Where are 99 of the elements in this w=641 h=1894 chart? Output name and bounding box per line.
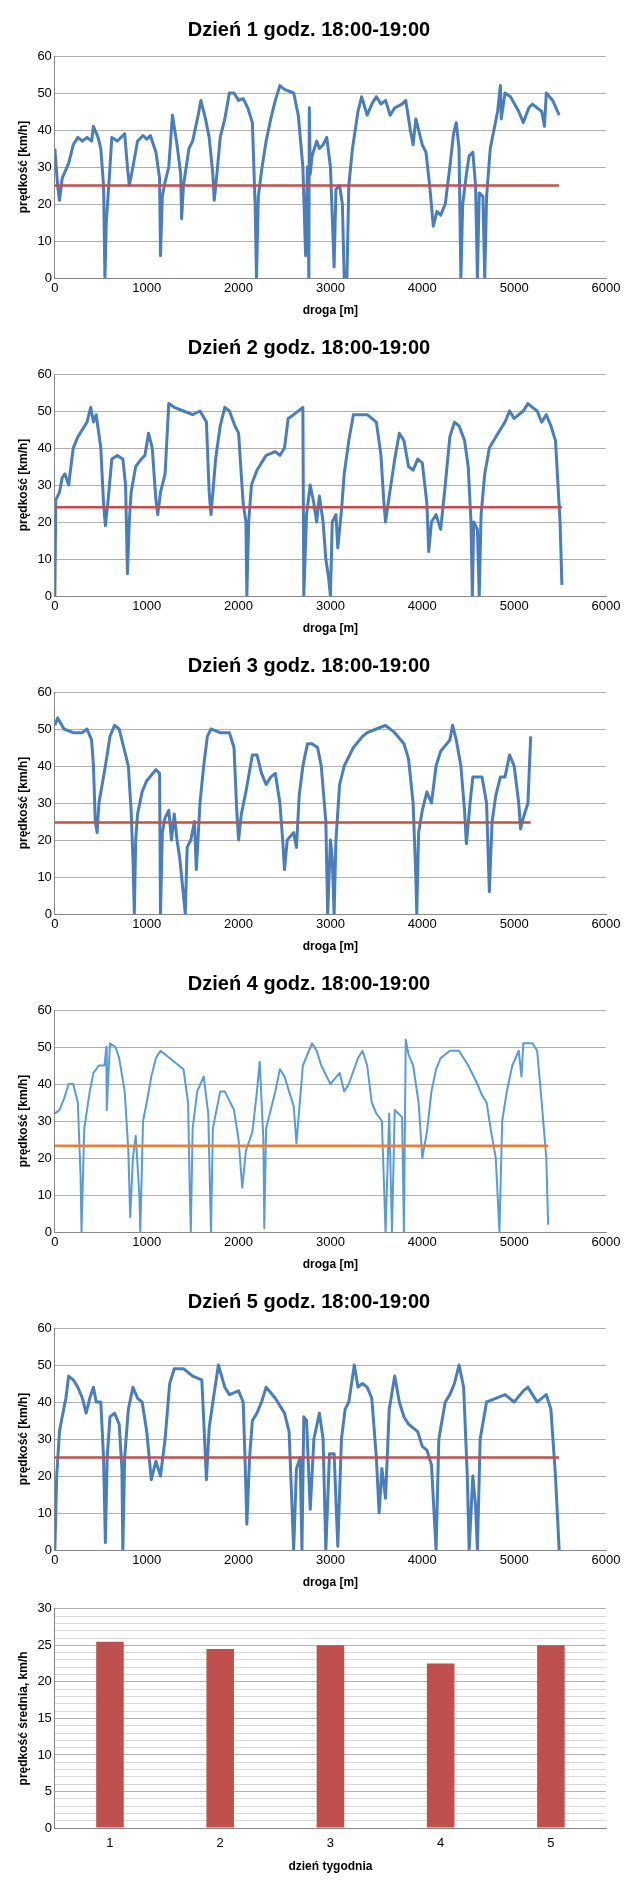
x-tick-label: 2000: [224, 1552, 254, 1568]
y-tick-label: 20: [37, 1673, 52, 1689]
y-tick-label: 30: [37, 1112, 52, 1128]
x-axis-title: droga [m]: [302, 621, 359, 636]
x-tick-label: 5000: [499, 598, 529, 614]
y-tick-label: 20: [37, 195, 52, 211]
x-tick-label: 4: [437, 1835, 445, 1851]
x-tick-label: 6000: [591, 1552, 621, 1568]
x-tick-label: 1000: [132, 1234, 162, 1250]
x-tick-label: 5000: [499, 1552, 529, 1568]
y-axis-title: prędkość [km/h]: [15, 1392, 30, 1486]
y-tick-label: 0: [44, 905, 52, 921]
y-tick-label: 10: [37, 1746, 52, 1762]
y-tick-label: 10: [37, 868, 52, 884]
y-axis-title: prędkość średnia, km/h: [15, 1651, 30, 1786]
x-tick-label: 3000: [315, 1552, 345, 1568]
y-tick-label: 20: [37, 831, 52, 847]
bar: [96, 1641, 124, 1828]
x-tick-label: 3000: [315, 280, 345, 296]
bar: [316, 1645, 345, 1828]
x-tick-label: 2: [216, 1835, 224, 1851]
y-tick-label: 50: [37, 1038, 52, 1054]
y-tick-label: 30: [37, 1600, 52, 1616]
y-tick-label: 40: [37, 757, 52, 773]
y-tick-label: 15: [37, 1709, 52, 1725]
y-tick-label: 0: [44, 1541, 52, 1557]
y-tick-label: 20: [37, 1467, 52, 1483]
y-tick-label: 10: [37, 1186, 52, 1202]
chart-title: Dzień 5 godz. 18:00-19:00: [187, 1289, 431, 1312]
y-tick-label: 40: [37, 1075, 52, 1091]
y-tick-label: 60: [37, 683, 52, 699]
y-tick-label: 60: [37, 47, 52, 63]
x-tick-label: 1: [106, 1835, 114, 1851]
x-tick-label: 6000: [591, 598, 621, 614]
chart-title: Dzień 4 godz. 18:00-19:00: [187, 971, 431, 994]
x-tick-label: 4000: [407, 598, 437, 614]
x-tick-label: 3: [326, 1835, 335, 1851]
y-tick-label: 50: [37, 84, 52, 100]
bar: [537, 1645, 565, 1828]
y-tick-label: 30: [37, 476, 52, 492]
x-tick-label: 5000: [499, 280, 529, 296]
x-axis-title: droga [m]: [302, 1257, 359, 1272]
y-tick-label: 20: [37, 513, 52, 529]
x-tick-label: 6000: [591, 916, 621, 932]
x-axis-title: droga [m]: [302, 303, 359, 318]
y-tick-label: 0: [44, 269, 52, 285]
y-tick-label: 50: [37, 720, 52, 736]
bar: [426, 1663, 455, 1828]
x-tick-label: 2000: [224, 916, 254, 932]
chart-title: Dzień 1 godz. 18:00-19:00: [187, 17, 431, 40]
x-tick-label: 5: [547, 1835, 555, 1851]
y-tick-label: 10: [37, 550, 52, 566]
bar: [206, 1648, 234, 1828]
y-tick-label: 0: [44, 1223, 52, 1239]
y-tick-label: 10: [37, 232, 52, 248]
y-axis-title: prędkość [km/h]: [15, 438, 30, 532]
x-tick-label: 1000: [132, 916, 162, 932]
x-tick-label: 5000: [499, 916, 529, 932]
y-tick-label: 60: [37, 1001, 52, 1017]
x-axis-title: dzień tygodnia: [288, 1859, 373, 1874]
y-tick-label: 60: [37, 365, 52, 381]
chart-title: Dzień 3 godz. 18:00-19:00: [187, 653, 431, 676]
y-tick-label: 0: [44, 1819, 52, 1835]
x-tick-label: 1000: [132, 598, 162, 614]
x-tick-label: 1000: [132, 1552, 162, 1568]
y-tick-label: 25: [37, 1636, 52, 1652]
y-tick-label: 50: [37, 402, 52, 418]
y-tick-label: 60: [37, 1319, 52, 1335]
x-axis-title: droga [m]: [302, 1575, 359, 1590]
x-axis-title: droga [m]: [302, 939, 359, 954]
x-tick-label: 6000: [591, 280, 621, 296]
x-tick-label: 3000: [315, 1234, 345, 1250]
y-axis-title: prędkość [km/h]: [15, 756, 30, 850]
y-tick-label: 40: [37, 439, 52, 455]
x-tick-label: 1000: [132, 280, 162, 296]
y-tick-label: 0: [44, 587, 52, 603]
y-tick-label: 40: [37, 1393, 52, 1409]
y-tick-label: 20: [37, 1149, 52, 1165]
y-tick-label: 10: [37, 1504, 52, 1520]
x-tick-label: 4000: [407, 280, 437, 296]
x-tick-label: 4000: [407, 916, 437, 932]
x-tick-label: 2000: [224, 1234, 254, 1250]
chart-title: Dzień 2 godz. 18:00-19:00: [187, 335, 431, 358]
x-tick-label: 2000: [224, 598, 254, 614]
y-axis-title: prędkość [km/h]: [15, 120, 30, 214]
x-tick-label: 3000: [315, 598, 345, 614]
y-tick-label: 50: [37, 1356, 52, 1372]
x-tick-label: 4000: [407, 1552, 437, 1568]
y-tick-label: 30: [37, 794, 52, 810]
x-tick-label: 3000: [315, 916, 345, 932]
x-tick-label: 2000: [224, 280, 254, 296]
y-axis-title: prędkość [km/h]: [15, 1074, 30, 1168]
x-tick-label: 5000: [499, 1234, 529, 1250]
y-tick-label: 5: [44, 1783, 52, 1799]
y-tick-label: 30: [37, 158, 52, 174]
x-tick-label: 6000: [591, 1234, 621, 1250]
y-tick-label: 40: [37, 121, 52, 137]
y-tick-label: 30: [37, 1430, 52, 1446]
x-tick-label: 4000: [407, 1234, 437, 1250]
